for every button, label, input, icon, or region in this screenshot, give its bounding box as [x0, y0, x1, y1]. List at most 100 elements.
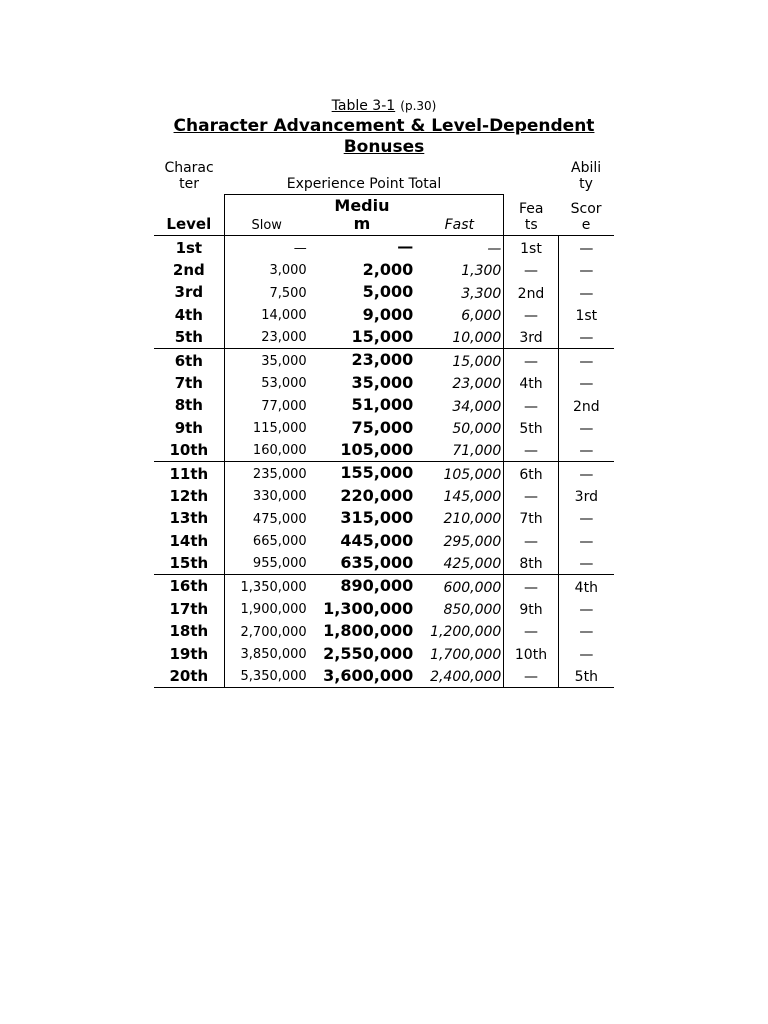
hdr-slow: Slow — [224, 194, 309, 236]
cell-level: 6th — [154, 349, 224, 372]
cell-slow: 2,700,000 — [224, 620, 309, 642]
cell-fast: 6,000 — [415, 304, 504, 326]
cell-medium: 105,000 — [309, 439, 416, 462]
hdr-feats-l1: Fea — [519, 201, 543, 217]
cell-fast: — — [415, 236, 504, 259]
table-row: 1st———1st— — [154, 236, 614, 259]
table-row: 6th35,00023,00015,000—— — [154, 349, 614, 372]
cell-slow: 160,000 — [224, 439, 309, 462]
cell-slow: 35,000 — [224, 349, 309, 372]
cell-feats: — — [504, 485, 558, 507]
cell-feats: — — [504, 575, 558, 598]
hdr-level: Level — [154, 194, 224, 236]
cell-feats: 4th — [504, 372, 558, 394]
cell-feats: 6th — [504, 462, 558, 485]
cell-feats: 2nd — [504, 281, 558, 303]
cell-score: 1st — [558, 304, 614, 326]
cell-feats: 9th — [504, 598, 558, 620]
table-row: 14th665,000445,000295,000—— — [154, 530, 614, 552]
cell-score: — — [558, 259, 614, 281]
cell-medium: 9,000 — [309, 304, 416, 326]
cell-score: 3rd — [558, 485, 614, 507]
cell-slow: — — [224, 236, 309, 259]
cell-medium: 1,300,000 — [309, 598, 416, 620]
cell-slow: 53,000 — [224, 372, 309, 394]
table-row: 18th2,700,0001,800,0001,200,000—— — [154, 620, 614, 642]
hdr-ability: Abili ty — [558, 158, 614, 194]
cell-level: 5th — [154, 326, 224, 349]
hdr-medium-l1: Mediu — [334, 196, 389, 215]
cell-fast: 850,000 — [415, 598, 504, 620]
cell-medium: 890,000 — [309, 575, 416, 598]
cell-fast: 295,000 — [415, 530, 504, 552]
cell-medium: — — [309, 236, 416, 259]
cell-fast: 15,000 — [415, 349, 504, 372]
cell-slow: 115,000 — [224, 417, 309, 439]
hdr-character-l2: ter — [179, 176, 199, 192]
hdr-ability-l1: Abili — [571, 160, 601, 176]
cell-slow: 3,000 — [224, 259, 309, 281]
cell-fast: 2,400,000 — [415, 665, 504, 688]
hdr-ept: Experience Point Total — [224, 158, 504, 194]
hdr-score-l2: e — [582, 217, 591, 233]
cell-fast: 1,700,000 — [415, 643, 504, 665]
table-row: 16th1,350,000890,000600,000—4th — [154, 575, 614, 598]
cell-feats: 10th — [504, 643, 558, 665]
caption-title-line1: Character Advancement & Level-Dependent — [174, 116, 595, 136]
cell-slow: 7,500 — [224, 281, 309, 303]
table-row: 11th235,000155,000105,0006th— — [154, 462, 614, 485]
cell-medium: 75,000 — [309, 417, 416, 439]
table-row: 4th14,0009,0006,000—1st — [154, 304, 614, 326]
hdr-score: Scor e — [558, 194, 614, 236]
cell-score: — — [558, 349, 614, 372]
hdr-medium: Mediu m — [309, 194, 416, 236]
cell-slow: 1,900,000 — [224, 598, 309, 620]
cell-slow: 14,000 — [224, 304, 309, 326]
cell-feats: — — [504, 665, 558, 688]
cell-score: — — [558, 530, 614, 552]
cell-score: — — [558, 507, 614, 529]
cell-score: — — [558, 643, 614, 665]
cell-fast: 71,000 — [415, 439, 504, 462]
cell-level: 1st — [154, 236, 224, 259]
table-body: 1st———1st—2nd3,0002,0001,300——3rd7,5005,… — [154, 236, 614, 688]
cell-feats: — — [504, 259, 558, 281]
caption-page: (p.30) — [400, 99, 436, 113]
cell-feats: — — [504, 439, 558, 462]
hdr-score-l1: Scor — [571, 201, 602, 217]
cell-level: 9th — [154, 417, 224, 439]
cell-slow: 1,350,000 — [224, 575, 309, 598]
cell-level: 4th — [154, 304, 224, 326]
cell-level: 16th — [154, 575, 224, 598]
cell-fast: 105,000 — [415, 462, 504, 485]
cell-fast: 1,300 — [415, 259, 504, 281]
table-caption: Table 3-1 (p.30) Character Advancement &… — [154, 95, 614, 158]
cell-medium: 220,000 — [309, 485, 416, 507]
cell-fast: 10,000 — [415, 326, 504, 349]
cell-medium: 51,000 — [309, 394, 416, 416]
cell-fast: 3,300 — [415, 281, 504, 303]
header-row-1: Charac ter Experience Point Total Abili … — [154, 158, 614, 194]
cell-medium: 15,000 — [309, 326, 416, 349]
hdr-ability-l2: ty — [579, 176, 593, 192]
cell-medium: 635,000 — [309, 552, 416, 575]
table-row: 9th115,00075,00050,0005th— — [154, 417, 614, 439]
cell-feats: 1st — [504, 236, 558, 259]
hdr-medium-l2: m — [354, 214, 371, 233]
hdr-feats-l2: ts — [525, 217, 538, 233]
cell-level: 8th — [154, 394, 224, 416]
cell-score: — — [558, 281, 614, 303]
cell-level: 2nd — [154, 259, 224, 281]
cell-level: 20th — [154, 665, 224, 688]
header-row-2: Level Slow Mediu m Fast Fea ts Scor e — [154, 194, 614, 236]
caption-ref: Table 3-1 — [332, 98, 396, 114]
cell-feats: — — [504, 394, 558, 416]
cell-medium: 23,000 — [309, 349, 416, 372]
hdr-character: Charac ter — [154, 158, 224, 194]
cell-level: 12th — [154, 485, 224, 507]
cell-slow: 475,000 — [224, 507, 309, 529]
cell-level: 11th — [154, 462, 224, 485]
cell-score: — — [558, 598, 614, 620]
cell-medium: 155,000 — [309, 462, 416, 485]
cell-score: 2nd — [558, 394, 614, 416]
